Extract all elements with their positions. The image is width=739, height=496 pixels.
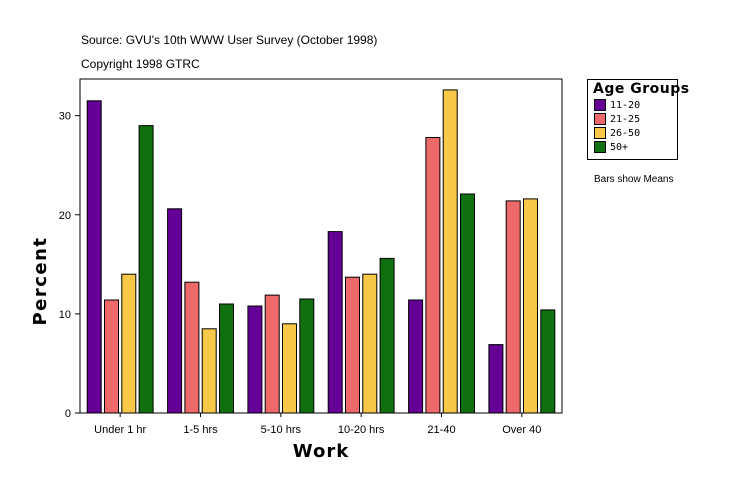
legend-label: 26-50 <box>610 127 641 139</box>
x-tick-label: 21-40 <box>427 424 455 436</box>
bar <box>219 303 234 414</box>
legend-swatch-50-plus <box>594 141 606 153</box>
bar <box>167 208 183 414</box>
plot-frame <box>79 78 563 414</box>
bar <box>540 309 556 414</box>
bar <box>282 323 297 414</box>
legend-title: Age Groups <box>593 81 690 97</box>
bar <box>138 125 154 414</box>
x-tick-label: 5-10 hrs <box>261 424 302 436</box>
y-tick-label: 30 <box>59 111 71 123</box>
legend-swatch-11-20 <box>594 99 606 111</box>
legend-swatch-26-50 <box>594 127 606 139</box>
legend-label: 21-25 <box>610 113 641 125</box>
x-tick-label: Over 40 <box>502 424 541 436</box>
bar <box>247 305 263 414</box>
bar <box>299 298 315 414</box>
y-tick-label: 0 <box>65 408 71 420</box>
legend: Age Groups 11-20 21-25 26-50 50+ <box>587 79 689 160</box>
bars-note: Bars show Means <box>594 174 674 185</box>
bar <box>184 281 200 414</box>
bar <box>86 100 102 414</box>
bar <box>201 328 217 414</box>
x-tick-label: 1-5 hrs <box>183 424 218 436</box>
bar <box>327 231 343 414</box>
legend-item-21-25: 21-25 <box>594 113 640 125</box>
bar <box>523 198 538 414</box>
legend-item-50-plus: 50+ <box>594 141 628 153</box>
bar <box>442 89 458 414</box>
bar <box>408 299 424 414</box>
legend-item-11-20: 11-20 <box>594 99 640 111</box>
legend-swatch-21-25 <box>594 113 606 125</box>
bar <box>104 299 119 414</box>
bar <box>488 344 504 414</box>
x-axis-title: Work <box>293 441 349 462</box>
legend-label: 11-20 <box>610 99 641 111</box>
bar <box>345 276 360 414</box>
legend-label: 50+ <box>610 141 629 153</box>
bar <box>460 193 475 414</box>
bar <box>264 294 280 414</box>
x-tick-label: 10-20 hrs <box>338 424 385 436</box>
bar <box>505 200 521 414</box>
y-axis-title: Percent <box>30 236 51 325</box>
y-tick-label: 20 <box>59 210 71 222</box>
y-tick-label: 10 <box>59 309 71 321</box>
bar <box>379 257 395 414</box>
x-tick-label: Under 1 hr <box>94 424 146 436</box>
source-text: Source: GVU's 10th WWW User Survey (Octo… <box>81 33 378 47</box>
copyright-text: Copyright 1998 GTRC <box>81 57 200 71</box>
bar <box>425 137 441 414</box>
legend-item-26-50: 26-50 <box>594 127 640 139</box>
bar <box>121 273 137 414</box>
bar <box>362 273 378 414</box>
